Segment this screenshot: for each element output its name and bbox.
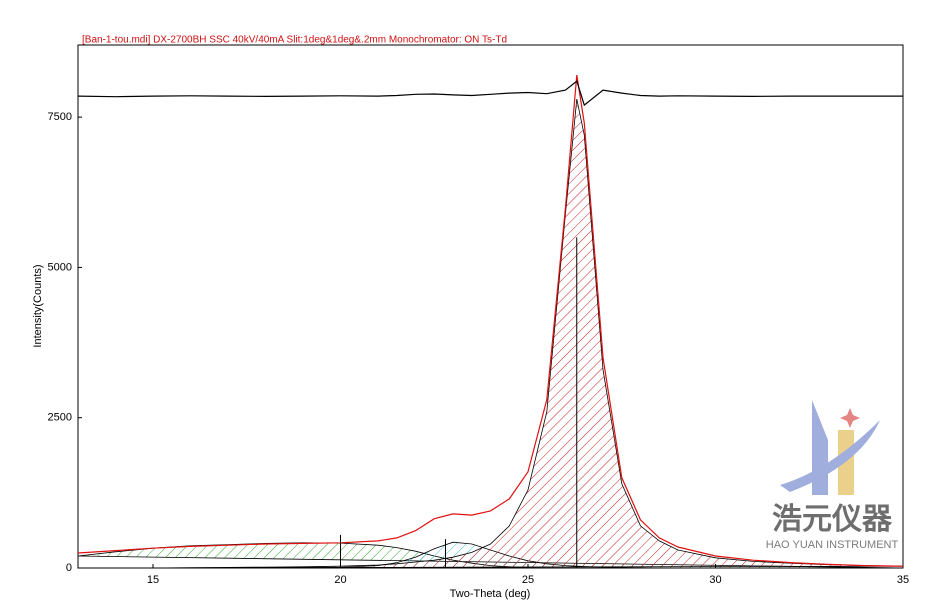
x-tick-label: 15 <box>147 574 159 586</box>
y-tick-label: 0 <box>66 562 72 574</box>
x-tick-label: 20 <box>334 574 346 586</box>
y-tick-label: 2500 <box>48 412 72 424</box>
y-tick-label: 7500 <box>48 111 72 123</box>
chart-title: [Ban-1-tou.mdi] DX-2700BH SSC 40kV/40mA … <box>82 35 507 46</box>
logo-star <box>840 408 860 428</box>
watermark-en: HAO YUAN INSTRUMENT <box>766 539 899 551</box>
y-axis-label: Intensity(Counts) <box>32 264 44 347</box>
watermark-cn: 浩元仪器 <box>772 503 893 536</box>
y-tick-label: 5000 <box>48 261 72 273</box>
fit-component <box>77 99 904 569</box>
watermark: 浩元仪器 HAO YUAN INSTRUMENT <box>766 400 899 551</box>
x-tick-label: 30 <box>709 574 721 586</box>
x-tick-label: 25 <box>522 574 534 586</box>
data-line <box>77 75 904 567</box>
logo-shape <box>780 420 880 492</box>
logo-shape <box>838 430 854 495</box>
data-line <box>77 80 903 107</box>
x-tick-label: 35 <box>897 574 909 586</box>
plot-frame <box>77 44 904 569</box>
x-axis-label: Two-Theta (deg) <box>450 588 531 600</box>
